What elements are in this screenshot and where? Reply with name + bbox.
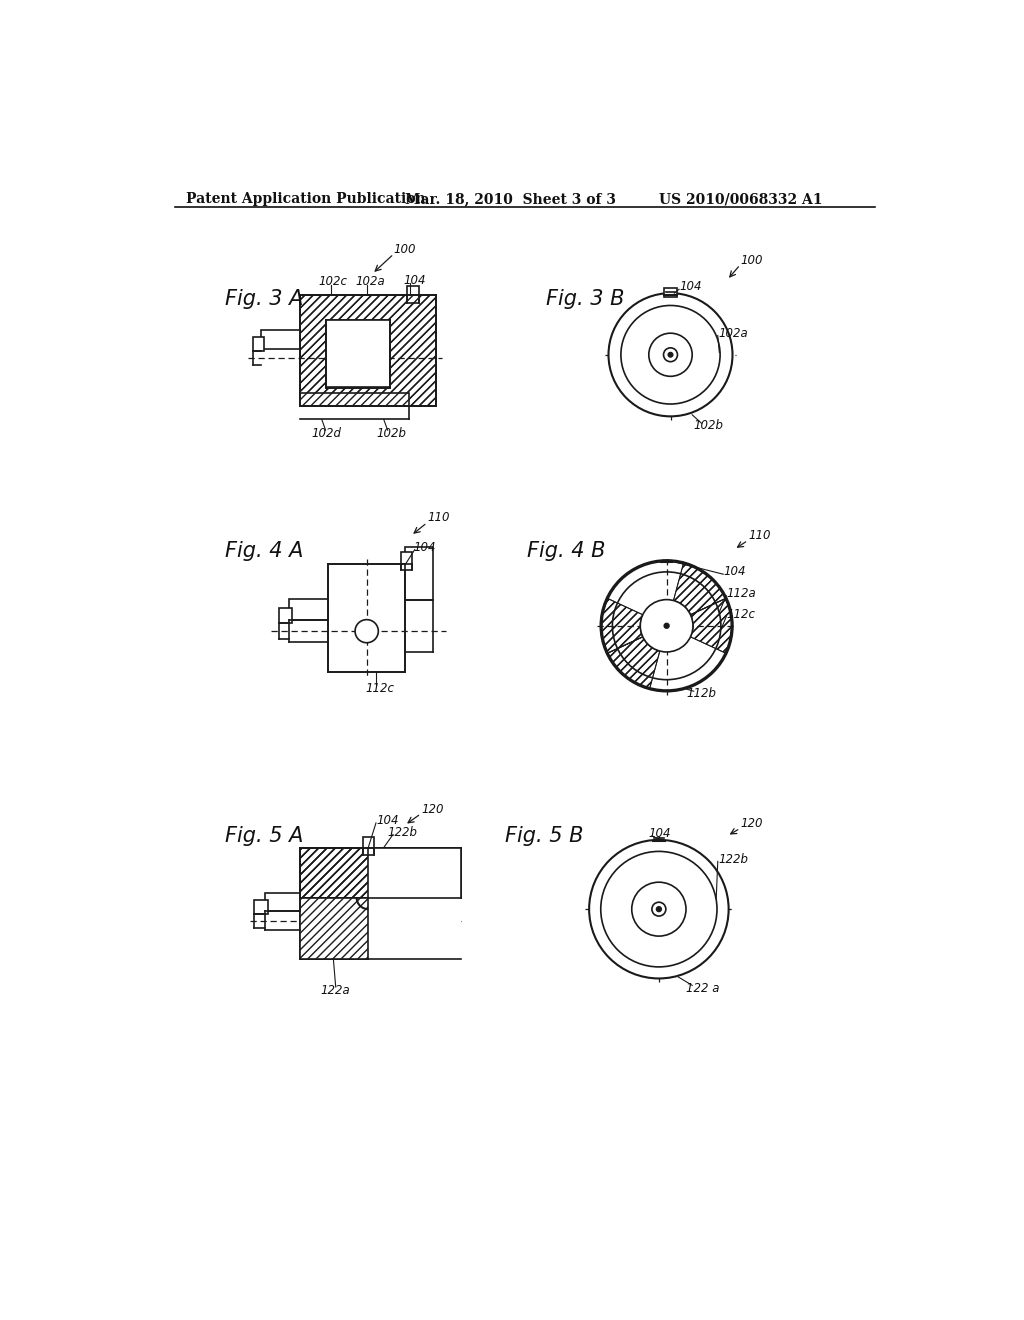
Bar [253, 337, 264, 351]
Text: 112a: 112a [726, 587, 756, 601]
Circle shape [665, 623, 669, 628]
Circle shape [656, 907, 662, 911]
Text: 102d: 102d [311, 426, 342, 440]
Bar [369, 847, 461, 898]
Text: 120: 120 [740, 817, 763, 830]
Text: US 2010/0068332 A1: US 2010/0068332 A1 [658, 193, 822, 206]
Text: 112c: 112c [726, 607, 756, 620]
Bar [665, 288, 677, 297]
Bar [300, 847, 461, 898]
Bar [300, 296, 326, 407]
Text: 102b: 102b [693, 418, 724, 432]
Text: 102c: 102c [318, 275, 348, 288]
Bar [300, 847, 369, 960]
Bar [261, 330, 300, 348]
Text: 122 a: 122 a [686, 982, 720, 995]
Text: 100: 100 [740, 253, 763, 267]
Text: Fig. 5 B: Fig. 5 B [506, 826, 584, 846]
Bar [300, 898, 369, 960]
Text: 104: 104 [414, 541, 435, 554]
Bar [327, 321, 389, 387]
Text: 122b: 122b [719, 853, 749, 866]
Wedge shape [690, 598, 732, 653]
Bar [300, 847, 461, 898]
Bar [300, 847, 369, 898]
Bar [369, 847, 461, 898]
Circle shape [669, 352, 673, 356]
Circle shape [652, 903, 666, 916]
Text: 104: 104 [403, 273, 426, 286]
Wedge shape [674, 564, 726, 615]
Text: 104: 104 [649, 828, 672, 841]
Bar [254, 900, 267, 913]
Text: 100: 100 [393, 243, 416, 256]
Text: 112b: 112b [686, 686, 716, 700]
Bar [300, 296, 436, 407]
Text: 102a: 102a [719, 327, 749, 341]
Text: 120: 120 [421, 803, 443, 816]
Bar [280, 609, 292, 623]
Text: 104: 104 [376, 814, 398, 828]
Text: Fig. 3 B: Fig. 3 B [547, 289, 625, 309]
Bar [369, 898, 461, 960]
Text: 122b: 122b [388, 825, 418, 838]
Text: Fig. 3 A: Fig. 3 A [225, 289, 303, 309]
Bar [407, 286, 419, 304]
Bar [400, 552, 412, 570]
Text: 102a: 102a [356, 275, 386, 288]
Text: 110: 110 [748, 529, 770, 543]
Bar [328, 564, 406, 672]
Text: Fig. 4 B: Fig. 4 B [527, 541, 605, 561]
Circle shape [664, 348, 678, 362]
Wedge shape [607, 636, 659, 688]
Bar [326, 396, 390, 407]
Bar [362, 837, 374, 855]
Bar [265, 892, 300, 911]
Text: 112c: 112c [366, 681, 394, 694]
Text: 122a: 122a [321, 983, 350, 997]
Bar [369, 847, 461, 898]
Bar [300, 898, 369, 960]
Circle shape [608, 293, 732, 416]
Bar [300, 296, 436, 407]
Bar [326, 321, 390, 388]
Bar [289, 599, 328, 620]
Bar [326, 296, 390, 321]
Text: Mar. 18, 2010  Sheet 3 of 3: Mar. 18, 2010 Sheet 3 of 3 [406, 193, 616, 206]
Text: Fig. 4 A: Fig. 4 A [225, 541, 303, 561]
Text: Patent Application Publication: Patent Application Publication [186, 193, 426, 206]
Circle shape [601, 561, 732, 692]
Circle shape [649, 333, 692, 376]
Circle shape [621, 305, 720, 404]
Circle shape [601, 561, 732, 690]
Bar [326, 387, 390, 407]
Bar [300, 393, 409, 407]
Bar [300, 898, 461, 960]
Text: 102b: 102b [376, 426, 406, 440]
Circle shape [601, 851, 717, 966]
Circle shape [589, 840, 729, 978]
Circle shape [632, 882, 686, 936]
Bar [406, 548, 432, 599]
Text: 110: 110 [427, 511, 450, 524]
Circle shape [640, 599, 693, 652]
Text: Fig. 5 A: Fig. 5 A [225, 826, 303, 846]
Wedge shape [601, 598, 643, 653]
Circle shape [355, 619, 378, 643]
Text: 104: 104 [680, 280, 702, 293]
Text: 104: 104 [723, 565, 745, 578]
Bar [390, 296, 436, 407]
